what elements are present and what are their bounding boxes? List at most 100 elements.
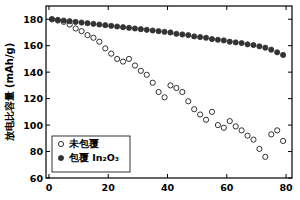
point bbox=[186, 33, 191, 38]
point bbox=[209, 109, 214, 114]
point bbox=[144, 27, 149, 32]
point bbox=[174, 31, 179, 36]
series bbox=[49, 17, 285, 160]
point bbox=[168, 30, 173, 35]
x-tick-label: 0 bbox=[46, 182, 53, 193]
point bbox=[132, 63, 137, 68]
point bbox=[61, 18, 66, 23]
point bbox=[203, 35, 208, 40]
point bbox=[67, 19, 72, 24]
x-tick-label: 60 bbox=[220, 182, 234, 193]
point bbox=[215, 122, 220, 127]
y-tick-label: 160 bbox=[23, 40, 43, 51]
point bbox=[186, 99, 191, 104]
point bbox=[144, 72, 149, 77]
point bbox=[174, 85, 179, 90]
point bbox=[126, 56, 131, 61]
y-tick bbox=[288, 45, 292, 46]
point bbox=[281, 138, 286, 143]
legend-label: 包覆 In₂O₃ bbox=[68, 152, 119, 163]
x-tick-label: 40 bbox=[161, 182, 175, 193]
y-tick bbox=[288, 151, 292, 152]
y-tick-label: 120 bbox=[23, 93, 43, 104]
point bbox=[251, 42, 256, 47]
point bbox=[239, 40, 244, 45]
point bbox=[97, 22, 102, 27]
point bbox=[263, 154, 268, 159]
point bbox=[103, 23, 108, 28]
y-tick-label: 100 bbox=[23, 120, 43, 131]
y-tick bbox=[288, 72, 292, 73]
chart: 6080100120140160180020406080放电比容量 (mAh/g… bbox=[0, 0, 300, 200]
point bbox=[120, 25, 125, 30]
y-tick-label: 180 bbox=[23, 14, 43, 25]
point bbox=[198, 34, 203, 39]
point bbox=[138, 68, 143, 73]
point bbox=[79, 29, 84, 34]
legend-box bbox=[52, 136, 130, 172]
point bbox=[257, 146, 262, 151]
point bbox=[251, 137, 256, 142]
point bbox=[257, 44, 262, 49]
x-tick bbox=[286, 174, 287, 178]
point bbox=[115, 56, 120, 61]
point bbox=[239, 128, 244, 133]
point bbox=[269, 47, 274, 52]
plot-frame bbox=[46, 6, 292, 178]
x-tick-label: 20 bbox=[102, 182, 116, 193]
point bbox=[227, 39, 232, 44]
x-tick bbox=[48, 174, 49, 178]
point bbox=[245, 133, 250, 138]
point bbox=[192, 107, 197, 112]
point bbox=[162, 29, 167, 34]
point bbox=[209, 36, 214, 41]
point bbox=[126, 25, 131, 30]
y-tick-label: 60 bbox=[30, 173, 44, 184]
point bbox=[275, 50, 280, 55]
point bbox=[79, 20, 84, 25]
point bbox=[55, 18, 60, 23]
point bbox=[103, 46, 108, 51]
point bbox=[221, 38, 226, 43]
point bbox=[156, 89, 161, 94]
point bbox=[73, 19, 78, 24]
point bbox=[221, 125, 226, 130]
point bbox=[162, 95, 167, 100]
y-axis-label: 放电比容量 (mAh/g) bbox=[4, 43, 15, 143]
y-tick bbox=[288, 98, 292, 99]
point bbox=[156, 29, 161, 34]
point bbox=[150, 28, 155, 33]
point bbox=[275, 128, 280, 133]
point bbox=[227, 119, 232, 124]
y-tick bbox=[288, 19, 292, 20]
point bbox=[263, 45, 268, 50]
point bbox=[180, 32, 185, 37]
point bbox=[233, 124, 238, 129]
y-tick-label: 80 bbox=[30, 146, 44, 157]
point bbox=[150, 80, 155, 85]
series bbox=[49, 17, 285, 58]
x-tick-label: 80 bbox=[279, 182, 293, 193]
data-group bbox=[49, 17, 285, 160]
point bbox=[55, 17, 60, 22]
x-tick bbox=[226, 174, 227, 178]
point bbox=[198, 112, 203, 117]
y-tick bbox=[288, 125, 292, 126]
point bbox=[245, 42, 250, 47]
point bbox=[233, 40, 238, 45]
point bbox=[85, 21, 90, 26]
legend-marker bbox=[58, 155, 63, 160]
point bbox=[132, 26, 137, 31]
point bbox=[91, 35, 96, 40]
x-tick bbox=[108, 174, 109, 178]
legend-label: 未包覆 bbox=[68, 138, 99, 149]
point bbox=[49, 17, 54, 22]
point bbox=[269, 132, 274, 137]
legend: 未包覆包覆 In₂O₃ bbox=[52, 136, 130, 172]
point bbox=[120, 59, 125, 64]
point bbox=[168, 83, 173, 88]
point bbox=[215, 37, 220, 42]
point bbox=[109, 51, 114, 56]
legend-marker bbox=[58, 141, 63, 146]
point bbox=[138, 27, 143, 32]
